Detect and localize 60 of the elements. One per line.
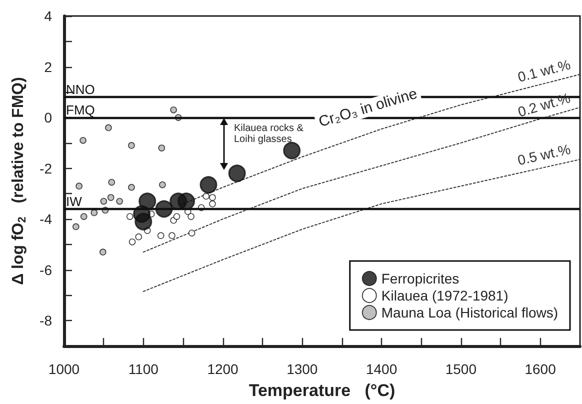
x-tick-label: 1000 <box>48 361 80 377</box>
point <box>159 181 166 188</box>
point <box>116 198 123 205</box>
x-tick-label: 1600 <box>524 361 556 377</box>
y-tick-label: -4 <box>40 211 52 228</box>
annotation: Cr₂O₃ in olivine <box>316 85 420 131</box>
point <box>100 248 106 256</box>
point <box>168 232 176 239</box>
point <box>202 192 210 200</box>
legend-label: Kilauea (1972-1981) <box>381 288 508 304</box>
point <box>209 194 216 201</box>
point <box>158 144 166 152</box>
text: 0.2 wt.% <box>516 90 572 120</box>
ref-line-label: NNO <box>66 82 95 98</box>
point <box>133 205 151 223</box>
ref-line-label: FMQ <box>66 102 95 118</box>
point <box>138 192 156 210</box>
ref-line-label: IW <box>66 194 83 209</box>
point <box>90 209 98 216</box>
point <box>105 124 112 132</box>
point <box>155 200 173 218</box>
annotation: Kilauea rocks & Loihi glasses <box>234 123 304 145</box>
point <box>80 213 88 220</box>
legend-label: Mauna Loa (Historical flows) <box>381 304 558 320</box>
y-tick-label: -2 <box>40 160 52 176</box>
y-tick-label: 2 <box>44 58 52 75</box>
point <box>178 192 195 210</box>
text: 0.1 wt.% <box>516 56 572 85</box>
x-tick-label: 1100 <box>128 361 159 377</box>
y-tick-label: 0 <box>44 110 52 126</box>
point <box>188 213 194 220</box>
point <box>173 213 180 220</box>
x-tick-label: 1500 <box>445 361 477 377</box>
point <box>188 230 196 236</box>
point <box>128 184 135 191</box>
x-tick-label: 1200 <box>207 361 239 377</box>
point <box>157 232 164 239</box>
point <box>72 223 80 230</box>
x-tick-label: 1300 <box>286 361 318 377</box>
point <box>128 238 136 246</box>
point <box>170 106 177 114</box>
point <box>209 200 216 208</box>
y-tick-label: -6 <box>40 262 52 278</box>
point <box>128 142 135 149</box>
point <box>108 178 116 186</box>
text: 0.5 wt.% <box>516 140 572 168</box>
text: Δ log fO2 (relative to FMQ) <box>10 77 28 285</box>
y-tick-label: 4 <box>44 8 52 24</box>
x-axis-title: Temperature (°C) <box>248 381 396 400</box>
point <box>80 136 86 144</box>
point <box>228 164 246 182</box>
point <box>135 233 142 240</box>
point <box>76 182 82 190</box>
point <box>126 213 134 220</box>
legend-label: Ferropicrites <box>381 270 460 286</box>
x-tick-label: 1400 <box>366 361 398 377</box>
point <box>107 194 114 201</box>
point <box>100 198 108 205</box>
point <box>200 176 218 194</box>
y-tick-label: -8 <box>40 312 52 329</box>
